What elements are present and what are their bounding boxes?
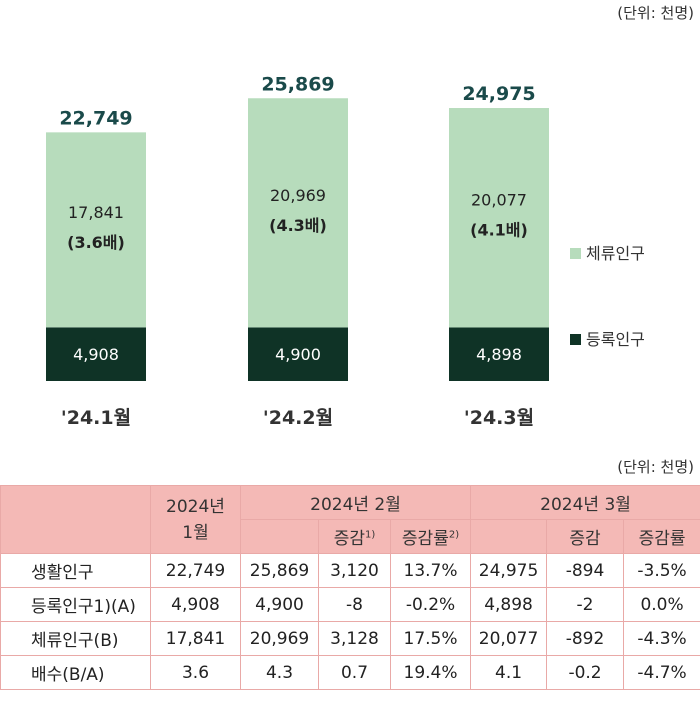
header-mar: 2024년 3월 [470,485,700,520]
multiple-label: (4.3배) [269,216,327,235]
total-label: 22,749 [59,107,132,129]
staying-value-label: 20,969 [270,186,326,205]
category-label: '24.2월 [263,407,333,429]
staying-value-label: 17,841 [68,203,124,222]
table-cell: 20,969 [240,621,319,656]
staying-value-label: 20,077 [471,191,527,210]
table-cell: 3,128 [318,621,391,656]
population-table: 2024년 1월 2024년 2월 2024년 3월 증감1) 증감률2) 증감… [0,485,700,690]
row-label: 배수(B/A) [0,655,151,690]
unit-label: (단위: 천명) [617,4,694,22]
table-row: 배수(B/A) 3.6 4.3 0.7 19.4% 4.1 -0.2 -4.7% [0,655,700,690]
header-mar-change: 증감 [546,519,625,554]
header-jan: 2024년 1월 [150,485,241,554]
stacked-bar-chart: 4,908 17,841 (3.6배) 22,749 '24.1월 4,900 20,969… [46,73,645,429]
table-cell: -0.2 [546,655,625,690]
header-mar-rate: 증감률 [623,519,700,554]
table-cell: 17.5% [389,621,472,656]
registered-value-label: 4,898 [476,345,522,364]
table-cell: 3,120 [318,553,391,588]
header-feb-change: 증감1) [318,519,391,554]
multiple-label: (4.1배) [470,221,528,240]
table-cell: 4.1 [470,655,548,690]
table-cell: 25,869 [240,553,319,588]
bar-staying [449,108,549,328]
row-label: 체류인구(B) [0,621,151,656]
table-cell: -0.2% [389,587,472,622]
header-feb-rate: 증감률2) [389,519,472,554]
table-cell: 4,908 [150,587,241,622]
table-cell: 17,841 [150,621,241,656]
category-label: '24.3월 [464,407,534,429]
table-cell: 0.7 [318,655,391,690]
header-feb-blank [240,519,319,554]
multiple-label: (3.6배) [67,233,125,252]
table-cell: 13.7% [389,553,472,588]
legend-label: 체류인구 [586,244,645,263]
registered-value-label: 4,908 [73,345,119,364]
header-feb: 2024년 2월 [239,485,472,520]
table-cell: 22,749 [150,553,241,588]
header-mar-blank [470,519,548,554]
bar-staying [248,98,348,328]
table-cell: -4.3% [623,621,700,656]
table-cell: -894 [546,553,625,588]
category-label: '24.1월 [61,407,131,429]
total-label: 25,869 [261,73,334,95]
table-cell: -892 [546,621,625,656]
bar-registered [449,327,549,381]
table-cell: 3.6 [150,655,241,690]
table-unit-label: (단위: 천명) [617,458,694,476]
table-cell: 4,898 [470,587,548,622]
legend-label: 등록인구 [586,330,645,349]
table-cell: -8 [318,587,391,622]
table-cell: 4.3 [240,655,319,690]
row-label: 등록인구1)(A) [0,587,151,622]
bar-staying [46,132,146,328]
table-cell: -3.5% [623,553,700,588]
table-row: 등록인구1)(A) 4,908 4,900 -8 -0.2% 4,898 -2 … [0,587,700,622]
bar-registered [46,327,146,381]
bar-registered [248,327,348,381]
table-cell: 0.0% [623,587,700,622]
table-row: 생활인구 22,749 25,869 3,120 13.7% 24,975 -8… [0,553,700,588]
legend-swatch [570,248,581,259]
total-label: 24,975 [462,83,535,105]
table-cell: 24,975 [470,553,548,588]
table-cell: -2 [546,587,625,622]
registered-value-label: 4,900 [275,345,321,364]
table-cell: 4,900 [240,587,319,622]
row-label: 생활인구 [0,553,151,588]
table-corner [0,485,151,554]
legend-swatch [570,334,581,345]
table-cell: 20,077 [470,621,548,656]
table-cell: -4.7% [623,655,700,690]
table-cell: 19.4% [389,655,472,690]
table-row: 체류인구(B) 17,841 20,969 3,128 17.5% 20,077… [0,621,700,656]
